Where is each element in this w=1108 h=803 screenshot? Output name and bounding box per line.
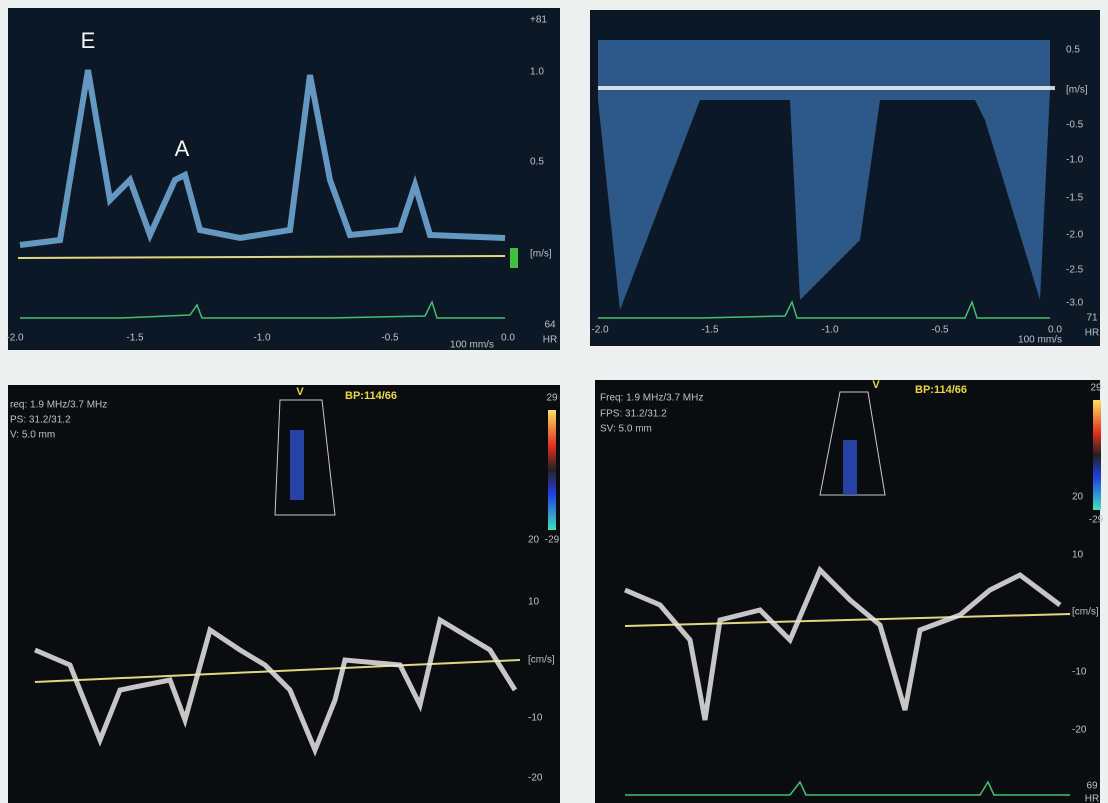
color-flow (843, 440, 857, 495)
marker-label: V (872, 379, 880, 391)
y-axis-label: 20 (1072, 492, 1084, 503)
setting: Freq: 1.9 MHz/3.7 MHz (600, 393, 703, 404)
y-axis-label: 10 (1072, 550, 1084, 561)
y-axis-label: -3.0 (1066, 298, 1084, 309)
color-bar (548, 410, 556, 530)
setting: PS: 31.2/31.2 (10, 415, 71, 426)
x-axis-label: -1.5 (701, 325, 719, 336)
blood-pressure: BP:114/66 (915, 384, 967, 396)
x-axis-label: -1.0 (821, 325, 839, 336)
blood-pressure: BP:114/66 (345, 390, 397, 402)
y-axis-label: -0.5 (1066, 120, 1084, 131)
scale-label: 29 (546, 393, 558, 404)
y-axis-label: +81 (530, 15, 547, 26)
y-axis-label: 10 (528, 597, 540, 608)
heart-rate-label: HR (543, 335, 557, 346)
heart-rate-label: HR (1085, 328, 1099, 339)
x-axis-label: -2.0 (591, 325, 609, 336)
doppler-panel (8, 385, 560, 803)
peak-label: E (81, 28, 96, 53)
x-axis-label: -0.5 (381, 333, 399, 344)
marker (510, 248, 518, 268)
y-axis-label: 0.5 (530, 157, 544, 168)
y-axis-label: -1.5 (1066, 193, 1084, 204)
y-axis-label: [cm/s] (1072, 607, 1099, 618)
y-axis-label: -1.0 (1066, 155, 1084, 166)
x-axis-label: -2.0 (6, 333, 24, 344)
sweep-speed: 100 mm/s (1018, 335, 1062, 346)
y-axis-label: -10 (1072, 667, 1087, 678)
color-flow (290, 430, 304, 500)
y-axis-label: -20 (1072, 725, 1087, 736)
heart-rate: 71 (1086, 313, 1098, 324)
setting: SV: 5.0 mm (600, 424, 652, 435)
y-axis-label: 0.5 (1066, 45, 1080, 56)
color-bar (1093, 400, 1101, 510)
y-axis-label: -20 (528, 773, 543, 784)
doppler-panel (8, 8, 560, 350)
y-axis-label: [m/s] (1066, 85, 1088, 96)
peak-label: A (175, 136, 190, 161)
heart-rate: 64 (544, 320, 556, 331)
y-axis-label: 20 (528, 535, 540, 546)
x-axis-label: -1.0 (253, 333, 271, 344)
scale-label: -29 (1089, 515, 1104, 526)
heart-rate-label: HR (1085, 794, 1099, 803)
marker-label: V (296, 386, 304, 398)
y-axis-label: -2.0 (1066, 230, 1084, 241)
heart-rate: 69 (1086, 781, 1098, 792)
y-axis-label: [m/s] (530, 249, 552, 260)
y-axis-label: [cm/s] (528, 655, 555, 666)
y-axis-label: 1.0 (530, 67, 544, 78)
scale-label: -29 (545, 535, 560, 546)
scale-label: 29 (1090, 383, 1102, 394)
x-axis-label: 0.0 (501, 333, 515, 344)
screenshot: E A +81 1.0 0.5 [m/s] -2.0 -1.5 -1.0 -0.5 0.0 64 HR 1… (0, 0, 1108, 803)
sweep-speed: 100 mm/s (450, 340, 494, 351)
setting: req: 1.9 MHz/3.7 MHz (10, 400, 107, 411)
y-axis-label: -10 (528, 713, 543, 724)
setting: FPS: 31.2/31.2 (600, 409, 667, 420)
x-axis-label: -0.5 (931, 325, 949, 336)
x-axis-label: -1.5 (126, 333, 144, 344)
setting: V: 5.0 mm (10, 430, 55, 441)
y-axis-label: -2.5 (1066, 265, 1084, 276)
